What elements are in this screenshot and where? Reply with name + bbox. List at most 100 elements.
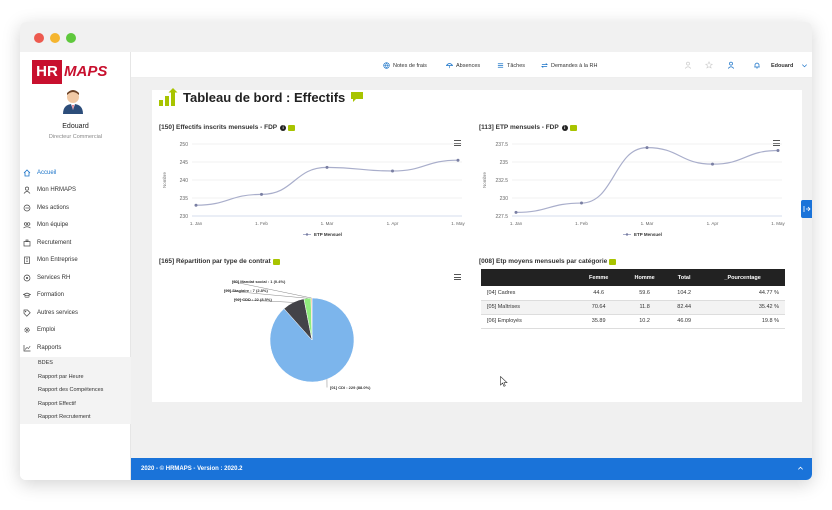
minimize-window-button[interactable] [50,33,60,43]
star-icon[interactable] [705,61,713,69]
comment-icon[interactable] [288,124,296,131]
y-tick-label: 230 [180,214,189,220]
data-point [514,210,518,214]
submenu-item-rapport-recrutement[interactable]: Rapport Recrutement [38,414,91,421]
sidebar-item-mon-entreprise[interactable]: Mon Entreprise [20,252,131,270]
table-cell: 44.6 [576,286,622,301]
y-tick-label: 235 [500,160,509,166]
table-cell: 59.6 [621,286,669,301]
table-cell: 11.8 [621,300,669,315]
table-cell: [05] Maîtrises [481,300,577,315]
x-tick-label: 1. Mar [321,221,334,226]
absences-label: Absences [456,62,481,69]
sidebar-item-mes-actions[interactable]: Mes actions [20,199,131,217]
table-cell: 70.64 [576,300,622,315]
x-tick-label: 1. May [771,221,785,226]
sidebar-item-services-rh[interactable]: Services RH [20,269,131,287]
growth-chart-icon [159,88,178,106]
info-icon[interactable]: i [280,124,287,131]
chart-icon [23,344,31,352]
pie-label: [02] CDD : 22 (8.5%) [234,297,272,302]
table-cell: 46.09 [668,314,701,329]
side-panel-toggle[interactable] [801,200,812,218]
maximize-window-button[interactable] [66,33,76,43]
info-icon[interactable]: i [561,124,568,131]
legend-marker [305,233,309,236]
hrmaps-logo[interactable]: HR MAPS [32,60,108,84]
user-outline-icon[interactable] [684,61,692,69]
sidebar-item-emploi[interactable]: Emploi [20,322,131,340]
bell-icon[interactable] [753,61,761,69]
sidebar-nav: Accueil Mon HRMAPS Mes actions Mon équip… [20,164,131,424]
home-icon [23,169,31,177]
chart-menu-button[interactable] [454,274,461,280]
submenu-item-rapport-par-heure[interactable]: Rapport par Heure [38,373,84,380]
footer: 2020 - © HRMAPS - Version : 2020.2 [131,458,812,480]
sidebar-item-accueil[interactable]: Accueil [20,164,131,182]
data-point [580,201,583,205]
pie-label: [01] CDI : 229 (88.0%) [330,385,371,390]
demandes-rh-link[interactable]: Demandes à la RH [541,62,597,69]
chart-title-text: [008] Etp moyens mensuels par catégorie [479,258,608,265]
submenu-item-rapport-competences[interactable]: Rapport des Compétences [38,387,104,394]
pie-label: [29] Stagiaire : 7 (2.8%) [224,288,268,293]
comment-icon[interactable] [569,124,577,131]
window-chrome [20,22,812,52]
training-icon [23,292,31,299]
chart-title-effectifs: [150] Effectifs inscrits mensuels - FDP … [159,124,296,131]
sidebar-item-formation[interactable]: Formation [20,287,131,305]
logo-hr-text: HR [32,60,62,84]
sidebar-item-mon-equipe[interactable]: Mon équipe [20,217,131,235]
y-tick-label: 240 [180,178,189,184]
close-window-button[interactable] [34,33,44,43]
taches-link[interactable]: Tâches [497,62,525,69]
comment-icon[interactable] [272,258,280,265]
profile-icon[interactable] [727,61,735,69]
chart-title-contrat: [165] Répartition par type de contrat [159,258,280,265]
user-menu[interactable]: Edouard [771,62,811,69]
submenu-item-bdes[interactable]: BDES [38,360,53,367]
logo-maps-text: MAPS [64,63,108,80]
absences-link[interactable]: Absences [446,62,480,69]
notes-de-frais-link[interactable]: Notes de frais [383,62,427,69]
sidebar-item-autres-services[interactable]: Autres services [20,304,131,322]
table-header[interactable]: Femme [576,269,622,286]
y-axis-label: Nombre [162,172,167,189]
sidebar-item-recrutement[interactable]: Recrutement [20,234,131,252]
pie-connector [231,281,312,299]
building-icon [24,256,30,265]
y-tick-label: 245 [180,160,189,166]
table-header[interactable]: Homme [621,269,669,286]
umbrella-icon [446,63,453,69]
data-point [194,203,198,207]
tag-icon [23,309,31,317]
sidebar-item-rapports[interactable]: Rapports [20,339,131,357]
sidebar-item-label: Mon Entreprise [37,257,78,264]
chart-title-etp: [113] ETP mensuels - FDP i [479,124,577,131]
table-header[interactable]: _Pourcentage [700,269,785,286]
line-chart-etp: 227.5 230 232.5 235 237.5 1. Jan 1. Feb 1. Mar 1… [482,142,785,237]
list-icon [497,63,504,68]
table-header[interactable]: Total [668,269,701,286]
x-tick-label: 1. Feb [575,221,588,226]
submenu-item-rapport-effectif[interactable]: Rapport Effectif [38,400,76,407]
chart-menu-button[interactable] [773,140,780,146]
sidebar-item-mon-hrmaps[interactable]: Mon HRMAPS [20,182,131,200]
chart-title-text: [113] ETP mensuels - FDP [479,124,559,131]
data-point [325,165,329,169]
data-point [391,169,394,173]
comment-icon[interactable] [350,91,364,103]
footer-text: 2020 - © HRMAPS - Version : 2020.2 [141,466,243,472]
x-tick-label: 1. Mar [641,221,654,226]
chevron-up-icon[interactable] [797,465,804,472]
chart-menu-button[interactable] [454,140,461,146]
data-point [711,162,714,166]
y-tick-label: 232.5 [495,178,508,184]
dashboard-card: Tableau de bord : Effectifs [150] Effect… [152,88,802,402]
chart-title-text: [150] Effectifs inscrits mensuels - FDP [159,124,278,131]
etp-category-table: Femme Homme Total _Pourcentage [04] Cadr… [481,269,785,329]
user-menu-label: Edouard [771,62,794,69]
table-cell: 35.89 [576,314,622,329]
comment-icon[interactable] [609,258,617,265]
